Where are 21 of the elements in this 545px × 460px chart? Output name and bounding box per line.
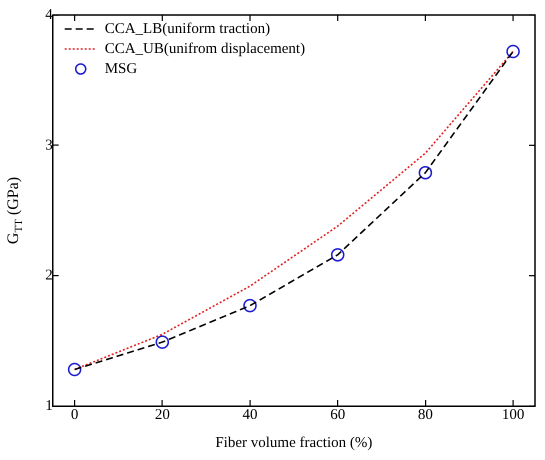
x-tick-label: 20 [154, 406, 170, 423]
point [68, 362, 82, 376]
point [156, 335, 170, 349]
x-tick-label: 80 [418, 406, 433, 423]
point [506, 44, 520, 58]
y-axis-title: GTT (GPa) [5, 176, 25, 244]
legend-label: CCA_UB(unifrom displacement) [104, 40, 306, 57]
x-tick-label: 60 [330, 406, 346, 423]
x-tick-label: 100 [502, 406, 524, 423]
point [330, 248, 344, 262]
y-tick-label: 4 [45, 6, 54, 23]
x-tick-label: 0 [70, 406, 78, 423]
legend-label: CCA_LB(uniform traction) [104, 20, 270, 37]
point [418, 166, 432, 180]
x-tick-label: 40 [242, 406, 258, 423]
x-axis-title: Fiber volume fraction (%) [215, 434, 372, 451]
y-tick-label: 2 [45, 268, 53, 284]
legend-label: MSG [104, 60, 138, 77]
y-tick-label: 1 [45, 398, 53, 414]
y-tick-label: 3 [45, 137, 53, 154]
point [243, 298, 257, 312]
